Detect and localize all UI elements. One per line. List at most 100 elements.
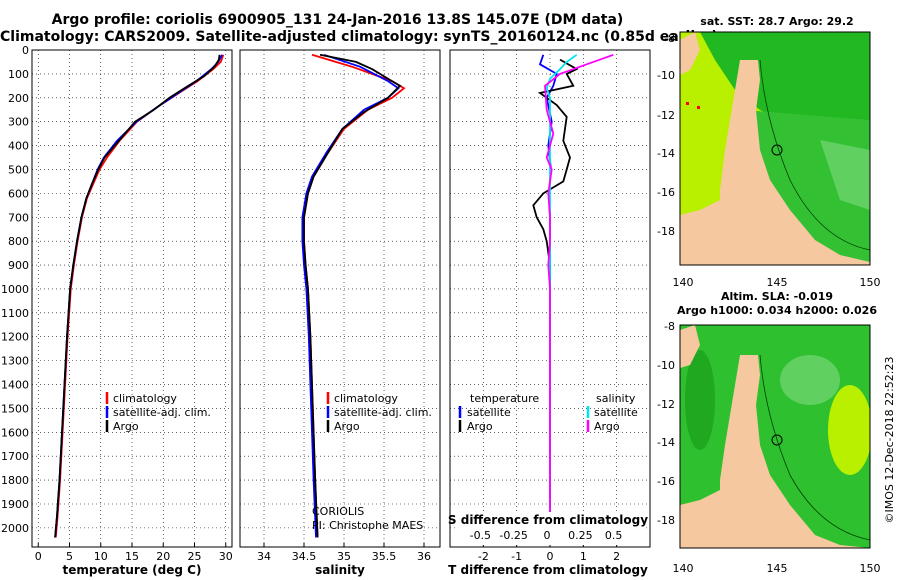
y-tick-label: 500	[8, 163, 29, 176]
x-tick-label: 20	[156, 550, 170, 563]
legend-climatology: climatology	[334, 392, 398, 405]
sla-map-xtick: 140	[673, 562, 694, 575]
pi-annotation: PI: Christophe MAES	[312, 519, 423, 532]
y-tick-label: 1300	[1, 355, 29, 368]
x-tick-label: 1	[580, 550, 587, 563]
temperature-legend: climatology satellite-adj. clim. Argo	[105, 392, 211, 433]
salinity-x-label: salinity	[315, 563, 365, 577]
salinity-x-ticks: 34 34.5 35 35.5 36	[257, 543, 431, 563]
legend-satellite-adj: satellite-adj. clim.	[334, 406, 432, 419]
credit-text: ©IMOS 12-Dec-2018 22:52:23	[883, 357, 896, 524]
sst-map-ytick: -10	[657, 69, 675, 82]
series-line-argo	[544, 53, 614, 538]
salinity-lines	[301, 53, 406, 538]
difference-legend: temperature satellite Argo salinity sate…	[458, 392, 638, 433]
sst-map-ytick: -8	[664, 32, 675, 45]
sst-map-xtick: 145	[767, 276, 788, 289]
plot-title-line2: Climatology: CARS2009. Satellite-adjuste…	[0, 29, 718, 45]
series-line-argo	[54, 54, 221, 538]
x-tick-label: 0	[547, 550, 554, 563]
legend-salinity-title: salinity	[596, 392, 636, 405]
x-tick-label: -2	[478, 550, 489, 563]
x-tick-label: 10	[94, 550, 108, 563]
sst-map-ytick: -12	[657, 109, 675, 122]
s-diff-tick-label: 0.25	[568, 529, 593, 542]
x-tick-label: 34	[257, 550, 271, 563]
y-tick-label: 1700	[1, 450, 29, 463]
s-diff-tick-label: 0	[544, 529, 551, 542]
y-tick-label: 800	[8, 235, 29, 248]
x-tick-label: 0	[35, 550, 42, 563]
y-tick-label: 1500	[1, 402, 29, 415]
x-tick-label: 5	[66, 550, 73, 563]
salinity-panel: 34 34.5 35 35.5 36 salinity CORIOLIS PI: Chr…	[239, 49, 441, 577]
sla-map-ytick: -12	[657, 398, 675, 411]
temperature-grid	[32, 49, 232, 547]
salinity-legend: climatology satellite-adj. clim. Argo	[326, 392, 432, 433]
y-tick-label: 600	[8, 187, 29, 200]
sla-map: Altim. SLA: -0.019 Argo h1000: 0.034 h20…	[657, 290, 880, 575]
y-tick-label: 1100	[1, 307, 29, 320]
sla-map-xtick: 150	[860, 562, 881, 575]
t-diff-label: T difference from climatology	[448, 563, 648, 577]
x-tick-label: 2	[613, 550, 620, 563]
temperature-x-ticks: 0 5 10 15 20 25 30	[35, 543, 233, 563]
series-line-argo	[303, 53, 402, 538]
temperature-panel: 0 5 10 15 20 25 30 0 100 200 300 400 500 600 700 800 90…	[1, 44, 233, 577]
sla-map-ytick: -8	[664, 320, 675, 333]
x-tick-label: -1	[511, 550, 522, 563]
sla-map-subtitle: Argo h1000: 0.034 h2000: 0.026	[677, 304, 877, 317]
sst-map: sat. SST: 28.7 Argo: 29.2 140 145 150 -8…	[657, 15, 880, 289]
sla-map-xtick: 145	[767, 562, 788, 575]
legend-argo: Argo	[334, 420, 360, 433]
y-tick-label: 700	[8, 211, 29, 224]
legend-sal-argo: Argo	[594, 420, 620, 433]
y-tick-label: 1400	[1, 379, 29, 392]
sst-map-xtick: 150	[860, 276, 881, 289]
y-tick-label: 200	[8, 92, 29, 105]
x-tick-label: 34.5	[292, 550, 317, 563]
sst-map-title: sat. SST: 28.7 Argo: 29.2	[700, 15, 853, 28]
sla-map-title: Altim. SLA: -0.019	[721, 290, 833, 303]
s-diff-tick-label: -0.25	[499, 529, 527, 542]
legend-temp-argo: Argo	[467, 420, 493, 433]
sla-map-ytick: -14	[657, 436, 675, 449]
legend-temperature-title: temperature	[470, 392, 539, 405]
sla-map-ytick: -16	[657, 475, 675, 488]
legend-sal-satellite: satellite	[594, 406, 638, 419]
x-tick-label: 30	[219, 550, 233, 563]
coriolis-annotation: CORIOLIS	[312, 505, 364, 518]
salinity-grid	[240, 49, 440, 547]
s-diff-tick-label: -0.5	[470, 529, 491, 542]
y-tick-label: 1200	[1, 331, 29, 344]
y-tick-label: 900	[8, 259, 29, 272]
y-tick-label: 1000	[1, 283, 29, 296]
x-tick-label: 15	[125, 550, 139, 563]
sla-map-ytick: -18	[657, 514, 675, 527]
y-tick-label: 0	[22, 44, 29, 57]
s-diff-box	[455, 512, 645, 545]
legend-climatology: climatology	[113, 392, 177, 405]
sst-map-ytick: -16	[657, 186, 675, 199]
s-diff-tick-label: 0.5	[605, 529, 623, 542]
y-tick-label: 1800	[1, 474, 29, 487]
temperature-x-label: temperature (deg C)	[63, 563, 202, 577]
s-diff-ticks: -0.5 -0.25 0 0.25 0.5	[470, 529, 623, 542]
x-tick-label: 35	[337, 550, 351, 563]
plot-title-line1: Argo profile: coriolis 6900905_131 24-Ja…	[51, 12, 624, 28]
y-tick-label: 300	[8, 116, 29, 129]
x-tick-label: 35.5	[372, 550, 397, 563]
series-line-argo	[532, 58, 579, 538]
s-diff-label: S difference from climatology	[448, 513, 648, 527]
sst-map-xtick: 140	[673, 276, 694, 289]
x-tick-label: 25	[188, 550, 202, 563]
y-tick-label: 1600	[1, 426, 29, 439]
legend-temp-satellite: satellite	[467, 406, 511, 419]
y-tick-label: 100	[8, 68, 29, 81]
difference-panel: -2 -1 0 1 2 S difference from climatology -0…	[448, 49, 651, 577]
y-tick-label: 1900	[1, 498, 29, 511]
legend-argo: Argo	[113, 420, 139, 433]
difference-lines	[532, 53, 614, 538]
sst-map-ytick: -18	[657, 225, 675, 238]
